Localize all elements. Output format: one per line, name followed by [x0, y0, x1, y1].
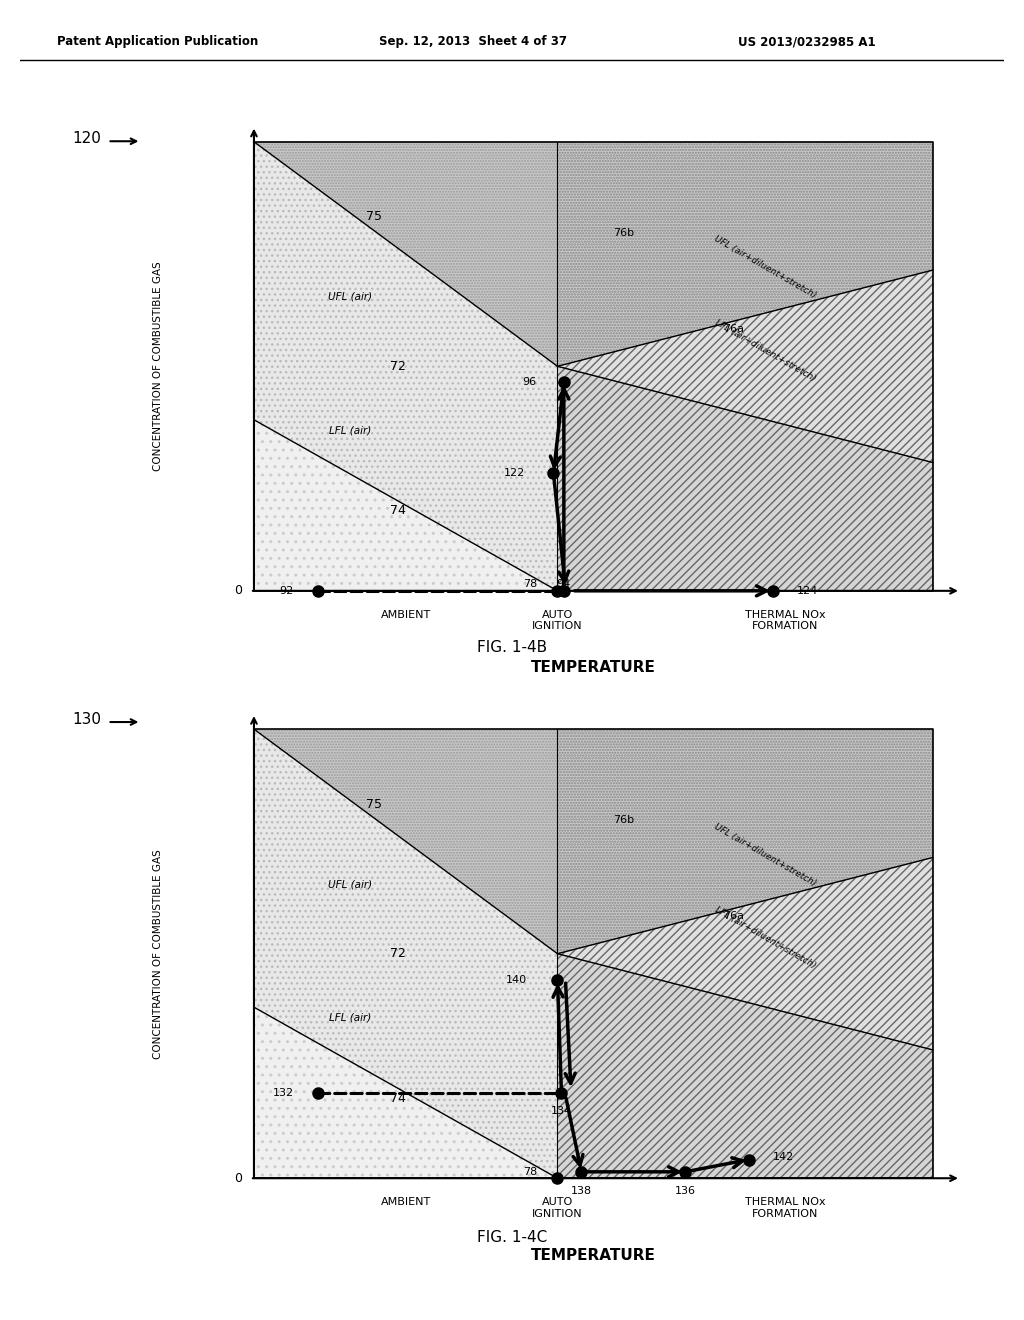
Polygon shape: [557, 141, 933, 366]
Text: TEMPERATURE: TEMPERATURE: [531, 660, 655, 676]
Text: 72: 72: [390, 360, 406, 372]
Text: FIG. 1-4B: FIG. 1-4B: [477, 640, 547, 655]
Text: LFL (air+diluent+stretch): LFL (air+diluent+stretch): [713, 318, 817, 383]
Text: AMBIENT: AMBIENT: [381, 610, 431, 619]
Text: 76b: 76b: [613, 227, 635, 238]
Text: 76a: 76a: [723, 323, 743, 334]
Text: 74: 74: [390, 504, 406, 517]
Text: 122: 122: [504, 469, 525, 478]
Text: 140: 140: [506, 975, 527, 986]
Text: LFL (air): LFL (air): [329, 425, 371, 436]
Text: CONCENTRATION OF COMBUSTIBLE GAS: CONCENTRATION OF COMBUSTIBLE GAS: [154, 849, 163, 1059]
Text: AMBIENT: AMBIENT: [381, 1197, 431, 1206]
Text: US 2013/0232985 A1: US 2013/0232985 A1: [738, 36, 876, 49]
Text: 124: 124: [797, 586, 818, 595]
Polygon shape: [254, 141, 933, 366]
Polygon shape: [254, 729, 933, 953]
Text: AUTO
IGNITION: AUTO IGNITION: [532, 610, 583, 631]
Text: THERMAL NOx
FORMATION: THERMAL NOx FORMATION: [744, 1197, 825, 1218]
Polygon shape: [557, 729, 933, 953]
Polygon shape: [254, 141, 557, 591]
Polygon shape: [254, 729, 557, 1179]
Text: 75: 75: [366, 210, 382, 223]
Polygon shape: [557, 271, 933, 462]
Text: THERMAL NOx
FORMATION: THERMAL NOx FORMATION: [744, 610, 825, 631]
Text: 92: 92: [280, 586, 294, 595]
Text: 74: 74: [390, 1092, 406, 1105]
Text: FIG. 1-4C: FIG. 1-4C: [477, 1230, 547, 1245]
Polygon shape: [557, 366, 933, 591]
Text: 78: 78: [523, 579, 538, 590]
Text: TEMPERATURE: TEMPERATURE: [531, 1247, 655, 1263]
Polygon shape: [254, 420, 557, 591]
Text: 72: 72: [390, 948, 406, 960]
Text: 76b: 76b: [613, 814, 635, 825]
Text: LFL (air+diluent+stretch): LFL (air+diluent+stretch): [713, 906, 817, 970]
Text: 75: 75: [366, 797, 382, 810]
Text: LFL (air): LFL (air): [329, 1012, 371, 1023]
Text: 120: 120: [73, 131, 101, 147]
Polygon shape: [557, 953, 933, 1179]
Text: 0: 0: [233, 1172, 242, 1185]
Text: 136: 136: [675, 1185, 695, 1196]
Text: 78: 78: [523, 1167, 538, 1177]
Text: 138: 138: [570, 1185, 592, 1196]
Text: 132: 132: [272, 1088, 294, 1098]
Text: 94: 94: [557, 579, 571, 590]
Text: 130: 130: [73, 711, 101, 727]
Text: CONCENTRATION OF COMBUSTIBLE GAS: CONCENTRATION OF COMBUSTIBLE GAS: [154, 261, 163, 471]
Polygon shape: [557, 858, 933, 1049]
Text: 134: 134: [551, 1106, 572, 1117]
Text: UFL (air+diluent+stretch): UFL (air+diluent+stretch): [713, 822, 818, 888]
Text: 76a: 76a: [723, 911, 743, 921]
Text: Sep. 12, 2013  Sheet 4 of 37: Sep. 12, 2013 Sheet 4 of 37: [379, 36, 566, 49]
Text: UFL (air+diluent+stretch): UFL (air+diluent+stretch): [713, 235, 818, 301]
Text: UFL (air): UFL (air): [328, 879, 372, 890]
Polygon shape: [254, 1007, 557, 1179]
Text: 0: 0: [233, 585, 242, 598]
Text: Patent Application Publication: Patent Application Publication: [57, 36, 259, 49]
Text: AUTO
IGNITION: AUTO IGNITION: [532, 1197, 583, 1218]
Text: 96: 96: [522, 378, 536, 387]
Text: 142: 142: [773, 1152, 795, 1162]
Text: UFL (air): UFL (air): [328, 292, 372, 302]
